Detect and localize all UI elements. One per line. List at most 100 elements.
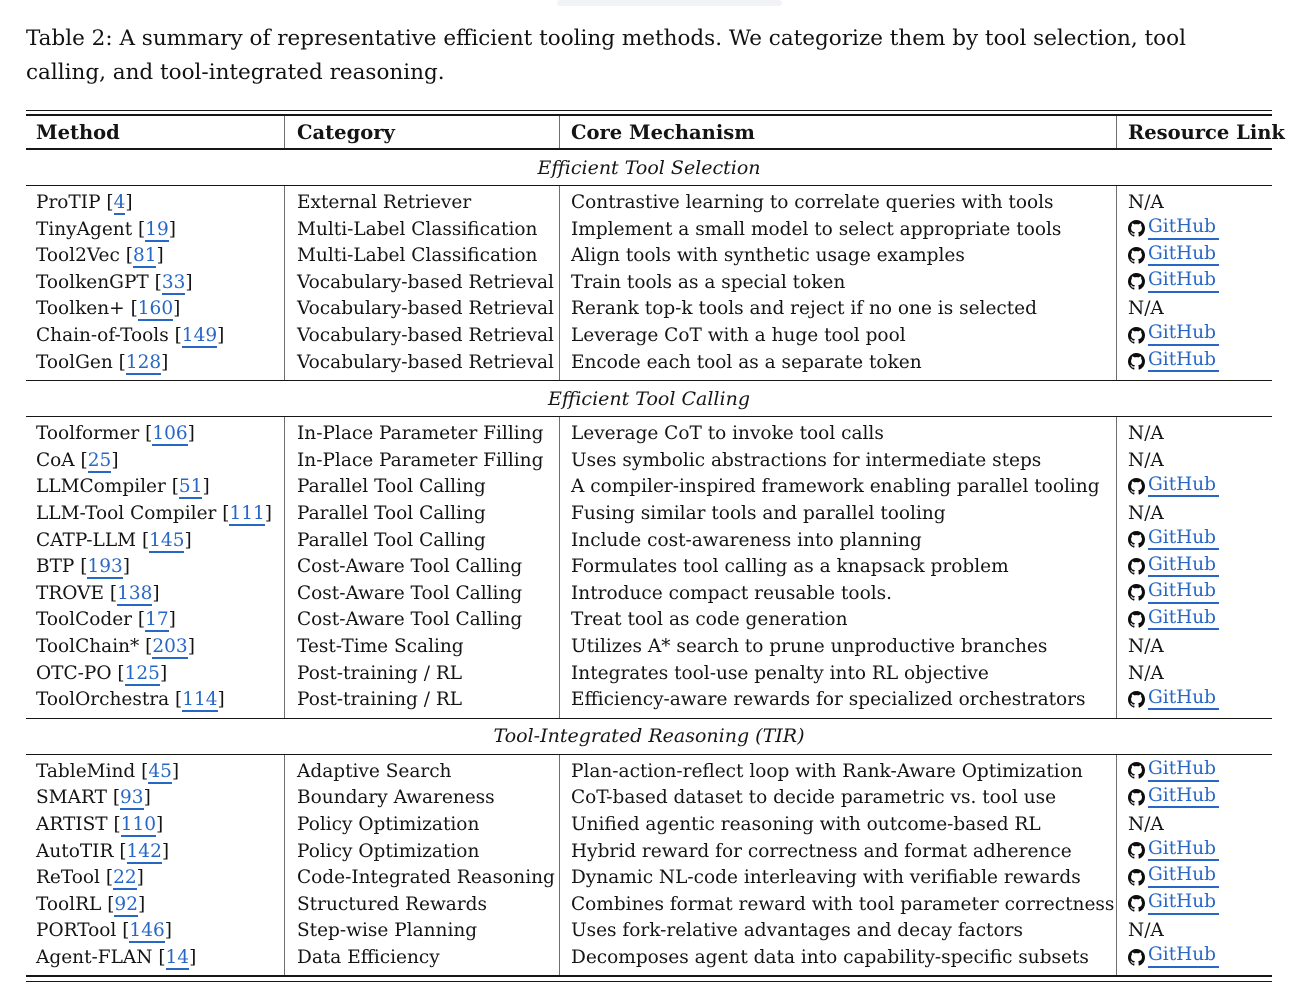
citation-link[interactable]: 125 bbox=[124, 662, 160, 686]
citation-bracket: ] bbox=[111, 449, 119, 471]
citation-link[interactable]: 128 bbox=[125, 351, 162, 375]
resource-cell: GitHub bbox=[1116, 760, 1272, 784]
mechanism-cell: Unified agentic reasoning with outcome-b… bbox=[571, 813, 1041, 835]
section-row-group: Toolformer [106] In-Place Parameter Fill… bbox=[26, 417, 1272, 718]
section-title: Efficient Tool Selection bbox=[537, 156, 761, 179]
citation-link[interactable]: 106 bbox=[152, 423, 188, 447]
method-cell: LLM-Tool Compiler [111] bbox=[26, 502, 284, 526]
citation-link[interactable]: 145 bbox=[149, 529, 185, 553]
citation-link[interactable]: 14 bbox=[165, 946, 190, 970]
github-link[interactable]: GitHub bbox=[1128, 946, 1220, 968]
citation-bracket: ] bbox=[264, 502, 273, 524]
citation-bracket: [ bbox=[80, 556, 88, 578]
mechanism-cell: Plan-action-reflect loop with Rank-Aware… bbox=[571, 760, 1083, 782]
github-link-label: GitHub bbox=[1148, 760, 1220, 782]
method-name: TableMind bbox=[36, 760, 142, 782]
method-cell: SMART [93] bbox=[26, 787, 284, 811]
github-link[interactable]: GitHub bbox=[1128, 608, 1220, 631]
citation-bracket: ] bbox=[152, 582, 160, 604]
citation-bracket: ] bbox=[168, 218, 176, 240]
citation-link[interactable]: 110 bbox=[120, 813, 157, 837]
resource-cell: GitHub bbox=[1116, 839, 1272, 864]
resource-cell: GitHub bbox=[1116, 946, 1272, 970]
citation-link[interactable]: 25 bbox=[87, 449, 112, 473]
citation-link[interactable]: 203 bbox=[152, 635, 188, 659]
github-link[interactable]: GitHub bbox=[1128, 786, 1220, 809]
citation-bracket: [ bbox=[171, 476, 179, 498]
github-link[interactable]: GitHub bbox=[1128, 244, 1220, 267]
citation-bracket: ] bbox=[164, 920, 172, 942]
github-link[interactable]: GitHub bbox=[1128, 324, 1220, 346]
citation-link[interactable]: 111 bbox=[229, 502, 265, 526]
citation-link[interactable]: 17 bbox=[145, 609, 169, 633]
column-divider bbox=[284, 186, 285, 381]
citation-link[interactable]: 22 bbox=[113, 867, 137, 891]
column-divider bbox=[284, 754, 285, 976]
citation-link[interactable]: 93 bbox=[120, 787, 144, 811]
github-link[interactable]: GitHub bbox=[1128, 217, 1220, 240]
github-link-label: GitHub bbox=[1148, 271, 1220, 293]
category-cell: Data Efficiency bbox=[297, 946, 440, 968]
citation-link[interactable]: 33 bbox=[161, 271, 186, 295]
citation-link[interactable]: 146 bbox=[129, 920, 165, 944]
github-octocat-icon bbox=[1128, 584, 1145, 601]
github-link-label: GitHub bbox=[1148, 244, 1220, 267]
citation-bracket: ] bbox=[202, 476, 210, 498]
citation-link[interactable]: 19 bbox=[145, 218, 169, 242]
citation-link[interactable]: 92 bbox=[114, 893, 138, 917]
citation-link[interactable]: 142 bbox=[126, 840, 162, 864]
resource-cell: GitHub bbox=[1116, 688, 1272, 713]
github-link[interactable]: GitHub bbox=[1128, 555, 1220, 578]
github-link[interactable]: GitHub bbox=[1128, 582, 1220, 604]
github-link[interactable]: GitHub bbox=[1128, 528, 1220, 551]
github-link[interactable]: GitHub bbox=[1128, 760, 1220, 782]
github-link-label: GitHub bbox=[1148, 582, 1220, 604]
method-name: LLMCompiler bbox=[36, 476, 172, 498]
section-row-group: ProTIP [4] External Retriever Contrastiv… bbox=[26, 186, 1272, 381]
citation-link[interactable]: 45 bbox=[148, 760, 172, 784]
category-cell: Vocabulary-based Retrieval bbox=[297, 325, 554, 347]
method-cell: Tool2Vec [81] bbox=[26, 245, 284, 269]
method-cell: TROVE [138] bbox=[26, 582, 284, 606]
citation-bracket: [ bbox=[112, 787, 121, 809]
method-cell: CATP-LLM [145] bbox=[26, 529, 284, 553]
column-divider bbox=[284, 417, 285, 718]
github-link[interactable]: GitHub bbox=[1128, 839, 1220, 862]
citation-link[interactable]: 160 bbox=[137, 298, 174, 322]
document-page: Table 2: A summary of representative eff… bbox=[26, 26, 1285, 983]
citation-link[interactable]: 114 bbox=[182, 689, 218, 713]
method-name: ToolRL bbox=[36, 893, 108, 915]
github-link-label: GitHub bbox=[1148, 555, 1220, 578]
github-link[interactable]: GitHub bbox=[1128, 866, 1220, 888]
resource-cell: N/A bbox=[1116, 815, 1272, 835]
github-octocat-icon bbox=[1128, 478, 1145, 495]
citation-bracket: [ bbox=[158, 946, 166, 968]
category-cell: In-Place Parameter Filling bbox=[297, 449, 544, 471]
mechanism-cell: Treat tool as code generation bbox=[571, 609, 848, 631]
citation-bracket: [ bbox=[125, 245, 133, 267]
resource-cell: GitHub bbox=[1116, 555, 1272, 580]
citation-link[interactable]: 138 bbox=[117, 582, 153, 606]
column-divider bbox=[559, 417, 560, 718]
mechanism-cell: Utilizes A* search to prune unproductive… bbox=[571, 635, 1048, 657]
table-row: PORTool [146] Step-wise Planning Uses fo… bbox=[26, 918, 1272, 945]
github-link-label: GitHub bbox=[1148, 839, 1220, 862]
github-link[interactable]: GitHub bbox=[1128, 271, 1220, 293]
citation-link[interactable]: 193 bbox=[87, 556, 123, 580]
github-link[interactable]: GitHub bbox=[1128, 688, 1220, 711]
resource-cell: GitHub bbox=[1116, 324, 1272, 348]
resource-cell: GitHub bbox=[1116, 475, 1272, 500]
citation-link[interactable]: 81 bbox=[132, 245, 157, 269]
citation-link[interactable]: 51 bbox=[178, 476, 203, 500]
method-cell: TableMind [45] bbox=[26, 760, 284, 784]
na-label: N/A bbox=[1128, 449, 1164, 471]
resource-cell: N/A bbox=[1116, 193, 1272, 213]
section-divider bbox=[26, 416, 1272, 418]
github-link[interactable]: GitHub bbox=[1128, 893, 1220, 915]
table-body: Efficient Tool Selection ProTIP [4] Exte… bbox=[26, 150, 1272, 976]
citation-link[interactable]: 149 bbox=[181, 325, 218, 349]
github-link[interactable]: GitHub bbox=[1128, 475, 1220, 498]
citation-link[interactable]: 4 bbox=[113, 192, 126, 216]
citation-bracket: [ bbox=[107, 893, 115, 915]
github-link[interactable]: GitHub bbox=[1128, 350, 1220, 373]
